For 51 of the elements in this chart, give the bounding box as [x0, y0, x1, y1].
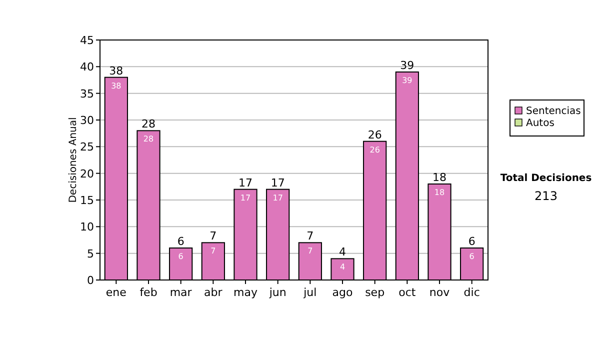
total-label: 18 — [432, 171, 446, 184]
y-tick-label: 45 — [80, 34, 94, 47]
text: Total Decisiones — [500, 173, 592, 184]
total-label: 26 — [368, 128, 382, 142]
x-tick-label: may — [234, 286, 258, 299]
total-label: 17 — [238, 176, 252, 190]
data-label: 7 — [210, 246, 216, 256]
total-label: 39 — [400, 59, 414, 72]
x-tick-label: feb — [140, 286, 158, 299]
data-label: 6 — [469, 252, 474, 261]
x-tick-label: oct — [398, 286, 416, 299]
x-tick-label: sep — [365, 286, 385, 299]
y-tick-label: 20 — [80, 167, 94, 180]
x-tick-label: jun — [268, 286, 286, 299]
total-label: 17 — [270, 176, 285, 190]
legend-label: Autos — [526, 118, 554, 129]
x-tick-label: abr — [204, 286, 223, 299]
total-label: 4 — [339, 246, 346, 259]
x-tick-label: mar — [170, 286, 192, 299]
data-label: 18 — [434, 188, 445, 197]
y-axis-title: Decisiones Anual — [68, 117, 79, 203]
x-tick-label: ene — [106, 286, 127, 299]
data-label: 17 — [272, 193, 283, 202]
y-tick-label: 25 — [80, 140, 94, 154]
y-tick-label: 35 — [80, 87, 94, 100]
y-tick-label: 0 — [87, 274, 94, 287]
data-label: 7 — [308, 246, 313, 256]
data-label: 17 — [240, 193, 251, 202]
data-label: 4 — [340, 262, 346, 272]
data-label: 39 — [402, 76, 412, 85]
x-tick-label: jul — [302, 286, 317, 299]
total-label: 38 — [109, 64, 124, 78]
x-tick-label: dic — [464, 286, 480, 299]
data-label: 38 — [111, 81, 122, 90]
y-tick-label: 5 — [87, 247, 94, 260]
total-label: 7 — [210, 230, 217, 243]
total-label: 6 — [468, 235, 476, 248]
data-label: 26 — [370, 145, 380, 154]
legend-label: Sentencias — [526, 106, 581, 117]
y-tick-label: 10 — [80, 220, 94, 234]
data-label: 6 — [178, 252, 184, 261]
x-tick-label: nov — [429, 286, 450, 299]
x-tick-label: ago — [332, 286, 353, 299]
text: 213 — [534, 189, 558, 203]
y-tick-label: 30 — [80, 114, 94, 127]
data-label: 28 — [143, 134, 154, 144]
y-tick-label: 40 — [80, 60, 94, 74]
total-label: 6 — [177, 235, 184, 248]
total-label: 7 — [306, 230, 314, 243]
total-label: 28 — [142, 118, 156, 131]
y-tick-label: 15 — [80, 194, 94, 207]
